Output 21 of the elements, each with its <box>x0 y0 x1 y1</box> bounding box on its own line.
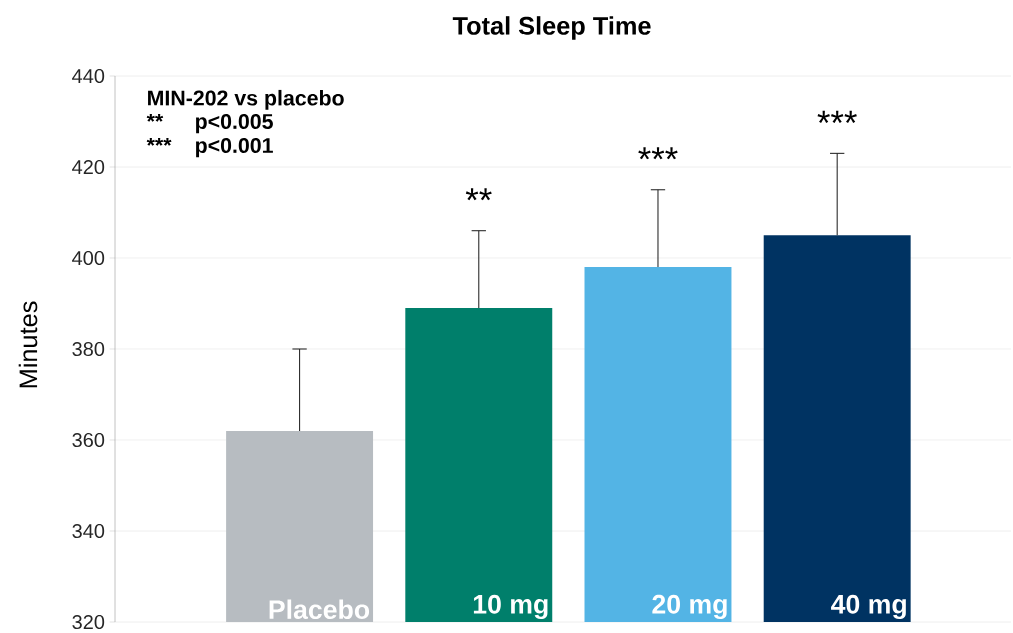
y-tick-label: 340 <box>72 523 105 539</box>
y-axis-title: Minutes <box>18 301 38 388</box>
y-tick-label: 440 <box>72 68 105 84</box>
y-tick-label: 320 <box>72 614 105 630</box>
chart-title: Total Sleep Time <box>452 16 651 40</box>
annotation: p<0.001 <box>196 137 273 158</box>
annotation: *** <box>638 147 678 160</box>
y-tick-label: 360 <box>72 432 105 448</box>
y-tick-label: 380 <box>72 341 105 357</box>
annotation: MIN-202 vs placebo <box>148 89 344 110</box>
x-tick-label: 40 mg <box>831 594 906 620</box>
x-tick-label: Placebo <box>269 599 370 620</box>
annotation: p<0.005 <box>196 113 273 134</box>
y-tick-label: 400 <box>72 250 105 266</box>
x-tick-label: 20 mg <box>652 594 727 620</box>
annotation: ** <box>146 113 164 122</box>
annotation: *** <box>146 137 172 146</box>
annotation: *** <box>817 110 857 123</box>
x-tick-label: 10 mg <box>473 594 548 620</box>
annotation: ** <box>465 188 492 201</box>
y-tick-label: 420 <box>72 159 105 175</box>
